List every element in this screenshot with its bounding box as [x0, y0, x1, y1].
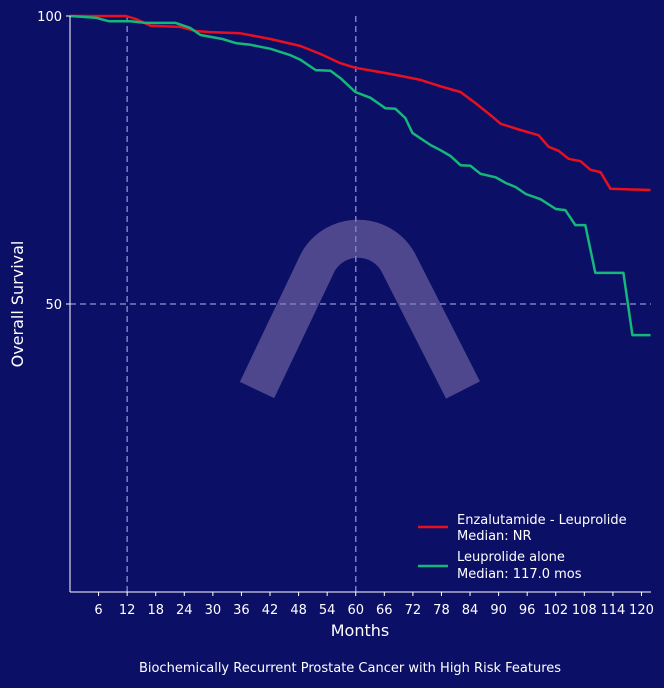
x-ticks: 6 12 18 24 30 36 42 48 54 60 66 72 78 84 90 96 102 108 114…: [94, 592, 654, 618]
arch-logo-icon: [239, 219, 480, 399]
legend-median-leuprolide: Median: 117.0 mos: [457, 567, 582, 582]
chart-caption: Biochemically Recurrent Prostate Cancer …: [139, 661, 561, 676]
series-line-0: [70, 14, 651, 192]
series-lines: [69, 14, 651, 337]
x-tick-label: 66: [376, 603, 393, 618]
x-tick-label: 36: [233, 603, 250, 618]
x-tick-label: 102: [543, 603, 568, 618]
x-tick-label: 60: [347, 603, 364, 618]
x-tick-label: 72: [405, 603, 422, 618]
x-tick-label: 84: [462, 603, 479, 618]
x-tick-label: 114: [600, 603, 625, 618]
x-tick-label: 18: [147, 603, 164, 618]
x-tick-label: 54: [319, 603, 336, 618]
reference-lines: [70, 16, 651, 592]
y-tick-label: 100: [37, 10, 62, 25]
x-tick-label: 12: [119, 603, 136, 618]
y-ticks: 50 100: [37, 10, 70, 313]
x-tick-label: 42: [262, 603, 279, 618]
x-tick-label: 108: [572, 603, 597, 618]
legend: Enzalutamide - Leuprolide Median: NR Leu…: [418, 513, 627, 582]
x-tick-label: 30: [205, 603, 222, 618]
x-tick-label: 24: [176, 603, 193, 618]
y-axis-label: Overall Survival: [8, 241, 27, 368]
x-tick-label: 90: [490, 603, 507, 618]
series-line-1: [69, 14, 651, 337]
legend-median-enzalutamide: Median: NR: [457, 529, 532, 544]
x-tick-label: 78: [433, 603, 450, 618]
x-tick-label: 96: [519, 603, 536, 618]
x-axis-label: Months: [331, 621, 389, 640]
x-tick-label: 48: [290, 603, 307, 618]
legend-label-leuprolide: Leuprolide alone: [457, 550, 565, 565]
x-tick-label: 120: [629, 603, 654, 618]
x-tick-label: 6: [94, 603, 102, 618]
y-tick-label: 50: [45, 298, 62, 313]
legend-label-enzalutamide: Enzalutamide - Leuprolide: [457, 513, 627, 528]
